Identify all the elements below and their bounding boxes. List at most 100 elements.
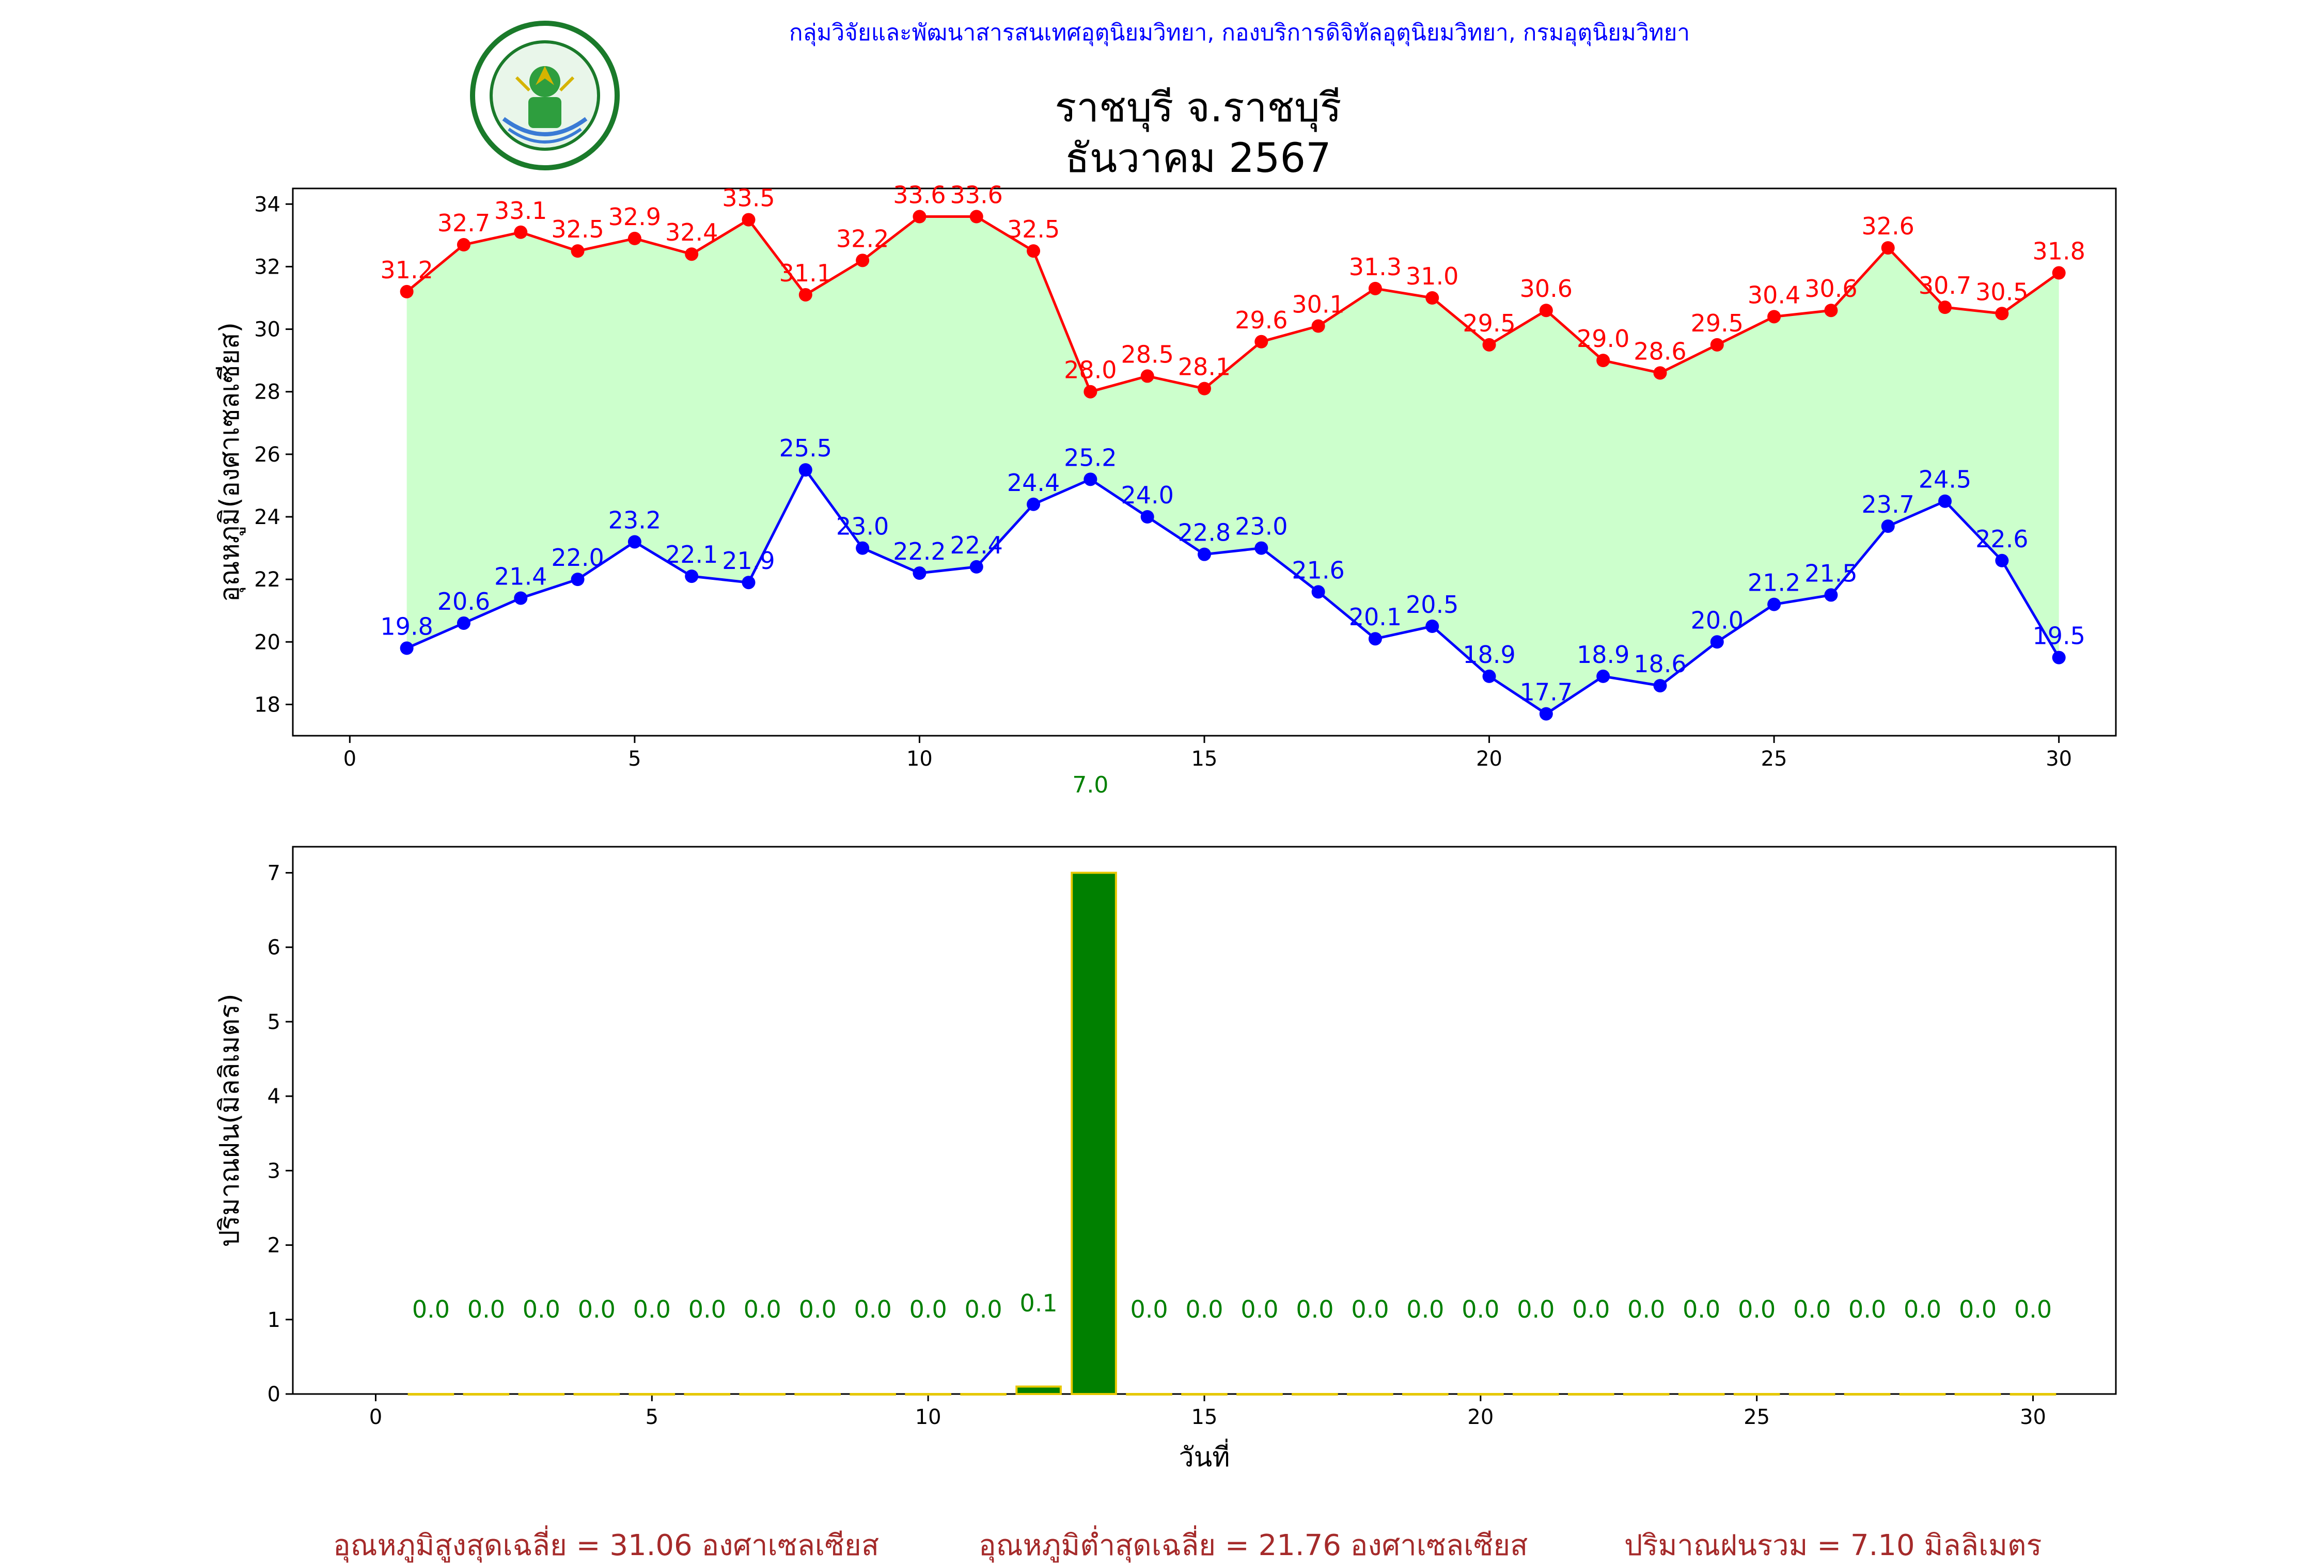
min-temp-value-label: 23.0 bbox=[836, 513, 889, 541]
rain-value-label: 0.0 bbox=[1683, 1295, 1720, 1323]
rainfall-x-axis: 0 5 10 15 20 25 30 bbox=[369, 1394, 2046, 1429]
rain-value-label: 0.0 bbox=[1130, 1295, 1168, 1323]
max-temp-point bbox=[685, 247, 699, 261]
max-temp-value-label: 29.0 bbox=[1577, 325, 1629, 353]
y-tick-label: 1 bbox=[268, 1308, 280, 1332]
y-tick-label: 28 bbox=[254, 381, 280, 404]
min-temp-point bbox=[1140, 510, 1154, 524]
min-temp-series: 19.820.621.422.023.222.1 21.925.523.022.2… bbox=[380, 434, 2085, 721]
rain-value-label: 0.0 bbox=[909, 1295, 947, 1323]
rain-bar bbox=[1015, 1385, 1062, 1395]
rain-value-label: 0.0 bbox=[744, 1295, 781, 1323]
min-temp-value-label: 22.6 bbox=[1975, 525, 2028, 553]
min-temp-value-label: 18.9 bbox=[1577, 641, 1629, 669]
min-temp-point bbox=[1539, 707, 1553, 721]
chart-title: ราชบุรี จ.ราชบุรี ธันวาคม 2567 bbox=[775, 83, 1622, 184]
temperature-range-area bbox=[406, 216, 2059, 714]
max-temp-value-label: 30.6 bbox=[1520, 275, 1573, 303]
rain-bar bbox=[1788, 1393, 1835, 1396]
max-temp-point bbox=[514, 225, 528, 239]
x-tick-label: 30 bbox=[2046, 747, 2072, 771]
min-temp-value-label: 19.5 bbox=[2032, 622, 2085, 650]
min-temp-value-label: 23.2 bbox=[608, 506, 661, 534]
max-temp-value-label: 30.7 bbox=[1919, 272, 1971, 299]
max-temp-value-label: 31.0 bbox=[1406, 262, 1458, 290]
max-temp-value-label: 32.2 bbox=[836, 225, 889, 252]
rain-bar bbox=[1623, 1393, 1670, 1396]
rainfall-plot-area bbox=[292, 846, 2117, 1395]
max-temp-line bbox=[406, 215, 2060, 393]
rain-value-label: 0.0 bbox=[523, 1295, 560, 1323]
min-temp-point bbox=[1653, 679, 1667, 693]
min-temp-point bbox=[685, 569, 699, 583]
rain-value-label: 0.0 bbox=[965, 1295, 1002, 1323]
rain-value-label: 0.0 bbox=[1793, 1295, 1831, 1323]
x-tick-label: 5 bbox=[646, 1405, 658, 1429]
min-temp-value-label: 18.9 bbox=[1463, 641, 1515, 669]
rain-bar bbox=[2009, 1393, 2056, 1396]
min-temp-value-label: 23.0 bbox=[1235, 513, 1287, 541]
max-temp-value-label: 29.6 bbox=[1235, 306, 1287, 334]
rain-bar bbox=[1236, 1393, 1283, 1396]
max-temp-point bbox=[2052, 266, 2066, 280]
rainfall-x-axis-label: วันที่ bbox=[1179, 1438, 1230, 1473]
max-temp-point bbox=[1710, 338, 1724, 352]
max-temp-value-label: 32.5 bbox=[1007, 215, 1060, 243]
max-temp-point bbox=[913, 210, 927, 224]
min-temp-point bbox=[1482, 669, 1496, 683]
min-temp-value-label: 18.6 bbox=[1634, 650, 1686, 678]
y-tick-label: 7 bbox=[268, 861, 280, 885]
max-temp-value-label: 29.5 bbox=[1463, 309, 1515, 337]
min-temp-point bbox=[1710, 635, 1724, 649]
rain-bar bbox=[1402, 1393, 1449, 1396]
min-temp-point bbox=[1881, 519, 1895, 533]
min-temp-point bbox=[1084, 472, 1097, 486]
rain-value-label: 0.0 bbox=[1904, 1295, 1941, 1323]
min-temp-point bbox=[2052, 651, 2066, 664]
rain-bar bbox=[629, 1393, 676, 1396]
min-temp-point bbox=[798, 463, 812, 477]
rainfall-bars bbox=[407, 872, 2056, 1396]
rain-bar bbox=[739, 1393, 786, 1396]
min-temp-value-label: 22.2 bbox=[893, 537, 946, 565]
y-tick-label: 24 bbox=[254, 505, 280, 529]
min-temp-point bbox=[1995, 553, 2009, 567]
max-temp-value-label: 32.7 bbox=[437, 209, 490, 237]
max-temp-value-label: 33.5 bbox=[722, 184, 775, 212]
x-tick-label: 10 bbox=[906, 747, 933, 771]
min-temp-value-label: 24.5 bbox=[1919, 466, 1971, 494]
min-temp-point bbox=[742, 576, 756, 590]
x-tick-label: 30 bbox=[2020, 1405, 2046, 1429]
min-temp-value-label: 17.7 bbox=[1520, 678, 1573, 706]
min-temp-value-label: 24.4 bbox=[1007, 469, 1060, 497]
max-temp-value-label: 33.6 bbox=[893, 181, 946, 209]
min-temp-value-label: 20.6 bbox=[437, 588, 490, 615]
organization-line: กลุ่มวิจัยและพัฒนาสารสนเทศอุตุนิยมวิทยา,… bbox=[789, 20, 1690, 46]
max-temp-value-label: 28.0 bbox=[1064, 356, 1117, 384]
max-temp-value-label: 30.4 bbox=[1748, 281, 1800, 309]
max-temp-value-label: 30.6 bbox=[1804, 275, 1857, 303]
min-temp-value-label: 20.5 bbox=[1406, 591, 1458, 619]
rain-value-label: 0.0 bbox=[633, 1295, 671, 1323]
y-tick-label: 20 bbox=[254, 630, 280, 654]
min-temp-value-label: 25.5 bbox=[779, 434, 832, 462]
rain-value-label: 0.0 bbox=[1627, 1295, 1665, 1323]
rain-value-label: 0.0 bbox=[854, 1295, 892, 1323]
y-tick-label: 0 bbox=[268, 1383, 280, 1406]
max-temp-point bbox=[1311, 319, 1325, 333]
rain-value-label: 0.0 bbox=[688, 1295, 726, 1323]
min-temp-value-label: 21.4 bbox=[494, 562, 547, 590]
max-temp-point bbox=[457, 238, 470, 252]
min-temp-value-label: 25.2 bbox=[1064, 444, 1117, 471]
rain-bar bbox=[850, 1393, 896, 1396]
min-temp-point bbox=[1425, 620, 1439, 633]
rain-value-label: 0.0 bbox=[1296, 1295, 1333, 1323]
max-temp-point bbox=[856, 254, 870, 267]
rain-value-label: 0.0 bbox=[1406, 1295, 1444, 1323]
temperature-x-axis: 0 5 10 15 20 25 30 bbox=[343, 736, 2072, 771]
max-temp-value-label: 30.1 bbox=[1292, 291, 1344, 319]
rain-bar bbox=[1181, 1393, 1228, 1396]
max-temp-point bbox=[1254, 335, 1268, 349]
min-temp-value-label: 22.4 bbox=[950, 531, 1003, 559]
